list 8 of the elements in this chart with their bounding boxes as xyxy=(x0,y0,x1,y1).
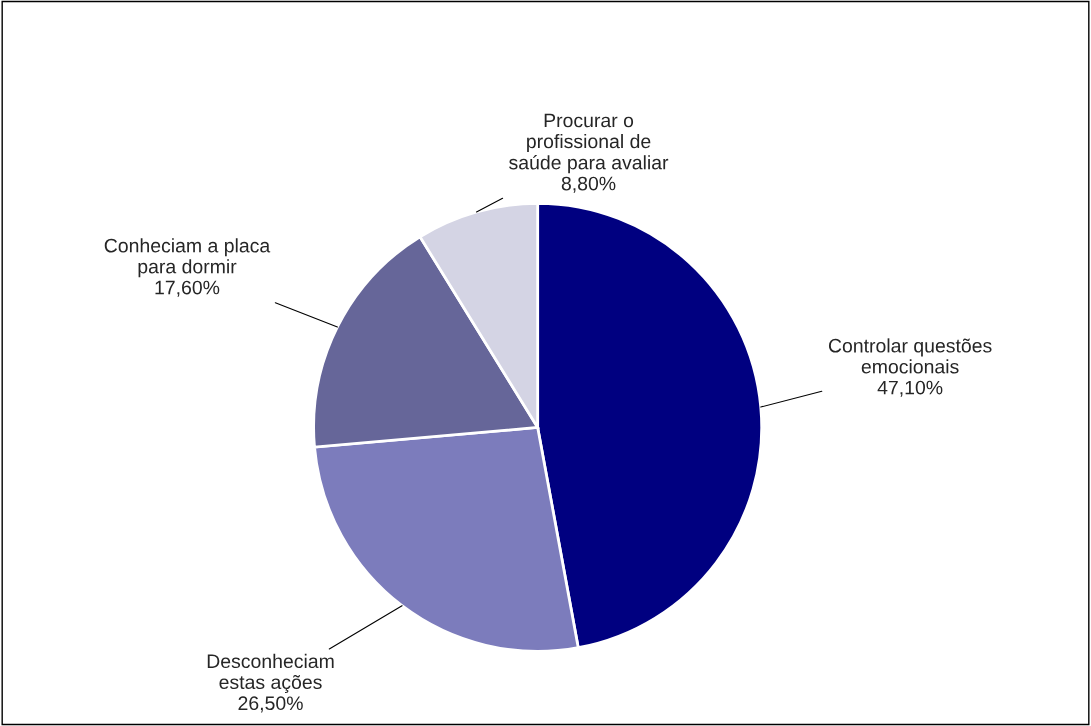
slice-label: Conheciam a placa para dormir xyxy=(104,238,271,278)
slice-label: Controlar questões emocionais xyxy=(828,338,992,374)
slice-label: Procurar o profissional de saúde para avaliar xyxy=(509,113,669,174)
data-label: 17,60% xyxy=(155,280,220,297)
data-label: 26,50% xyxy=(238,696,303,713)
slice-label: Desconheciam estas ações xyxy=(207,653,334,693)
data-label: 8,80% xyxy=(561,176,616,193)
data-label: 47,10% xyxy=(877,380,943,397)
